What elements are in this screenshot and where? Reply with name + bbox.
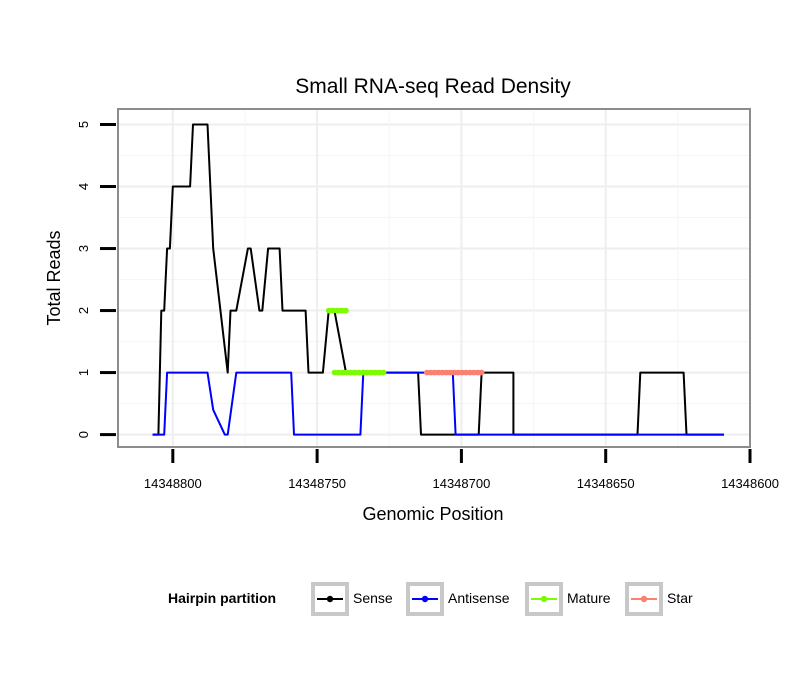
series-mature-point — [360, 369, 366, 376]
legend-key-point — [326, 595, 334, 603]
series-mature-point — [364, 369, 370, 376]
legend-key-point — [640, 595, 648, 603]
series-mature-point — [376, 369, 383, 376]
chart-title: Small RNA-seq Read Density — [295, 75, 571, 98]
plot-border — [117, 108, 751, 448]
series-mature-point — [368, 369, 375, 376]
x-tick-label: 14348800 — [144, 476, 202, 491]
series-mature-point — [339, 369, 346, 376]
legend-label-sense: Sense — [353, 590, 393, 606]
y-tick-label: 2 — [76, 307, 91, 314]
y-tick-label: 3 — [76, 245, 91, 252]
series-star-point — [463, 369, 469, 376]
x-tick-label: 14348650 — [577, 476, 635, 491]
legend-key-point — [540, 595, 548, 603]
series-mature-point — [330, 307, 336, 314]
x-axis-label: Genomic Position — [362, 504, 503, 524]
x-axis: 14348800 14348750 14348700 14348650 14348600 — [144, 449, 779, 491]
series-mature-point — [338, 307, 345, 314]
series-mature-point — [380, 369, 387, 376]
legend: Hairpin partition Sense Antisense Mature St… — [168, 582, 693, 616]
series-star-point — [447, 369, 454, 376]
series-star-point — [478, 369, 485, 376]
series-mature-point — [347, 369, 354, 376]
series-mature-point — [331, 369, 338, 376]
series-star-point — [423, 369, 430, 376]
series-star-point — [470, 369, 477, 376]
legend-key-point — [421, 595, 429, 603]
x-tick-label: 14348750 — [288, 476, 346, 491]
series-star-point — [455, 369, 461, 376]
series-star-point — [435, 369, 442, 376]
series-star-point — [439, 369, 446, 376]
series-star-point — [459, 369, 465, 376]
series-star-point — [427, 369, 434, 376]
series-star-point — [474, 369, 481, 376]
series-mature-point — [343, 369, 350, 376]
series-mature-point — [334, 307, 341, 314]
series-mature-point — [356, 369, 362, 376]
x-tick-label: 14348600 — [721, 476, 779, 491]
series-star-point — [443, 369, 450, 376]
series-sense-line — [152, 123, 724, 436]
y-tick-label: 5 — [76, 121, 91, 128]
series-star-point — [467, 369, 473, 376]
x-tick-label: 14348700 — [432, 476, 490, 491]
legend-title: Hairpin partition — [168, 590, 276, 606]
series-antisense-line — [152, 371, 724, 436]
y-axis-label: Total Reads — [44, 230, 64, 325]
legend-label-antisense: Antisense — [448, 590, 510, 606]
series-mature-point — [343, 307, 349, 314]
legend-label-mature: Mature — [567, 590, 611, 606]
y-tick-label: 4 — [76, 183, 91, 190]
series-mature-point — [325, 307, 332, 314]
series-mature-point — [372, 369, 379, 376]
legend-label-star: Star — [667, 590, 693, 606]
series-star-point — [451, 369, 458, 376]
plot-grid — [118, 109, 751, 447]
plot-series — [152, 123, 724, 436]
series-mature-point — [352, 369, 358, 376]
series-mature-point — [335, 369, 342, 376]
y-tick-label: 0 — [76, 431, 91, 438]
y-axis: 0 1 2 3 4 5 — [76, 121, 116, 438]
series-star-point — [431, 369, 438, 376]
y-tick-label: 1 — [76, 369, 91, 376]
